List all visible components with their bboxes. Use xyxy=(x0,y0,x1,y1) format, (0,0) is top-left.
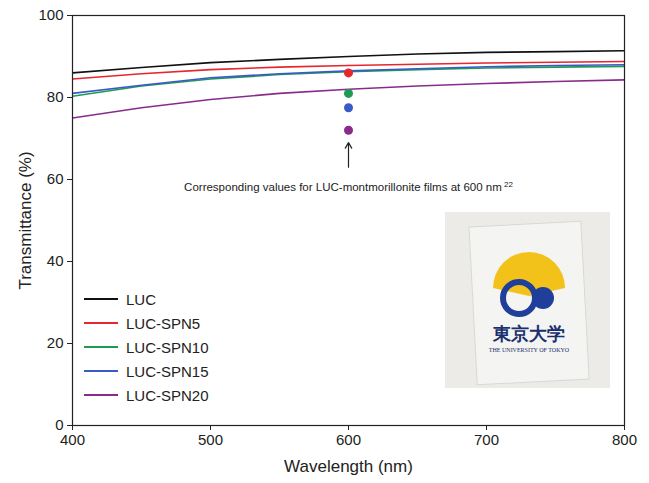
svg-text:東京大学: 東京大学 xyxy=(492,323,565,344)
svg-text:40: 40 xyxy=(47,252,64,269)
svg-text:400: 400 xyxy=(60,431,85,448)
svg-text:100: 100 xyxy=(38,6,63,23)
html-text:LUC-SPN10: LUC-SPN10 xyxy=(126,338,209,356)
svg-text:Transmittance (%): Transmittance (%) xyxy=(16,151,35,289)
html-text:LUC-SPN20: LUC-SPN20 xyxy=(126,386,209,404)
html-text:LUC-SPN5: LUC-SPN5 xyxy=(126,314,201,332)
svg-text:80: 80 xyxy=(47,88,64,105)
html-text:LUC: LUC xyxy=(126,290,156,308)
html-text:LUC-SPN15: LUC-SPN15 xyxy=(126,362,209,380)
svg-text:800: 800 xyxy=(612,431,637,448)
svg-text:20: 20 xyxy=(47,334,64,351)
svg-text:500: 500 xyxy=(198,431,223,448)
svg-text:60: 60 xyxy=(47,170,64,187)
svg-text:700: 700 xyxy=(474,431,499,448)
svg-text:0: 0 xyxy=(55,416,64,434)
svg-text:Wavelength (nm): Wavelength (nm) xyxy=(284,457,413,476)
svg-text:THE UNIVERSITY OF TOKYO: THE UNIVERSITY OF TOKYO xyxy=(489,347,570,353)
svg-text:600: 600 xyxy=(336,431,361,448)
svg-text:Corresponding values for LUC-m: Corresponding values for LUC-montmorillo… xyxy=(184,180,513,194)
